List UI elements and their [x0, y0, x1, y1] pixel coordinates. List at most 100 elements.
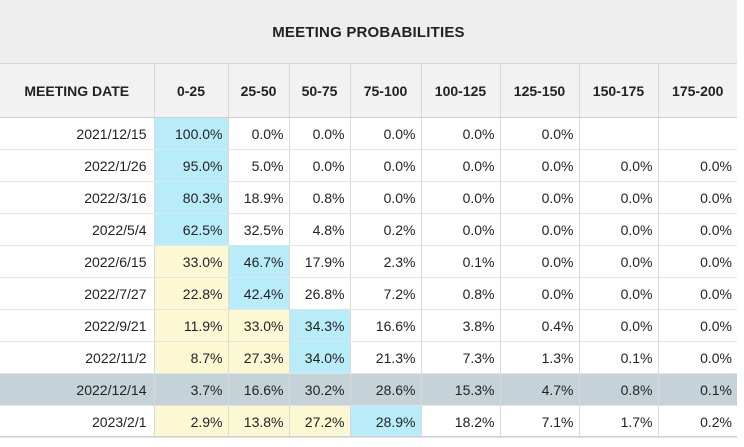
meeting-date-cell: 2023/2/1: [0, 405, 155, 438]
probability-cell: 95.0%: [154, 149, 229, 182]
table-row[interactable]: 2022/6/15 33.0% 46.7% 17.9% 2.3% 0.1% 0.0% 0.0%…: [0, 245, 737, 278]
probability-cell: 0.0%: [579, 277, 659, 310]
probability-cell: 0.0%: [500, 213, 580, 246]
table-row[interactable]: 2022/9/21 11.9% 33.0% 34.3% 16.6% 3.8% 0.4% 0.0…: [0, 309, 737, 342]
meeting-date-cell: 2022/1/26: [0, 149, 155, 182]
probability-cell: 22.8%: [154, 277, 229, 310]
meeting-date-cell: 2022/5/4: [0, 213, 155, 246]
probability-cell: 11.9%: [154, 309, 229, 342]
probability-cell: 34.0%: [289, 341, 351, 374]
meeting-date-cell: 2022/7/27: [0, 277, 155, 310]
probability-cell: 46.7%: [228, 245, 290, 278]
probability-cell: 80.3%: [154, 181, 229, 214]
probability-cell: 33.0%: [154, 245, 229, 278]
probability-cell: 8.7%: [154, 341, 229, 374]
probability-cell: 0.0%: [350, 181, 422, 214]
probability-cell: 0.0%: [421, 149, 501, 182]
probability-cell: 0.0%: [350, 117, 422, 150]
probability-cell: 2.3%: [350, 245, 422, 278]
probability-cell: 0.0%: [579, 181, 659, 214]
probability-cell: 0.0%: [421, 117, 501, 150]
column-header-0-25[interactable]: 0-25: [154, 64, 229, 118]
probability-cell: 7.1%: [500, 405, 580, 438]
probability-cell: 42.4%: [228, 277, 290, 310]
table-row[interactable]: 2022/7/27 22.8% 42.4% 26.8% 7.2% 0.8% 0.0% 0.0%…: [0, 277, 737, 310]
probability-cell: 13.8%: [228, 405, 290, 438]
table-row[interactable]: 2022/5/4 62.5% 32.5% 4.8% 0.2% 0.0% 0.0% 0.0% 0.…: [0, 213, 737, 246]
probability-cell: 28.6%: [350, 373, 422, 406]
probability-cell: 0.2%: [350, 213, 422, 246]
probability-cell: 30.2%: [289, 373, 351, 406]
probability-cell: 4.8%: [289, 213, 351, 246]
probability-cell: 26.8%: [289, 277, 351, 310]
column-header-125-150[interactable]: 125-150: [500, 64, 580, 118]
probability-cell: 1.7%: [579, 405, 659, 438]
probability-cell: 0.0%: [500, 277, 580, 310]
probability-cell: 3.8%: [421, 309, 501, 342]
probability-cell: 27.3%: [228, 341, 290, 374]
probability-cell: 0.0%: [658, 213, 737, 246]
probability-cell: 7.3%: [421, 341, 501, 374]
column-header-75-100[interactable]: 75-100: [350, 64, 422, 118]
probability-cell: 0.8%: [579, 373, 659, 406]
probability-cell: 28.9%: [350, 405, 422, 438]
probability-cell: 0.0%: [421, 181, 501, 214]
probability-cell: 0.0%: [500, 117, 580, 150]
probability-cell: 15.3%: [421, 373, 501, 406]
table-row[interactable]: 2022/3/16 80.3% 18.9% 0.8% 0.0% 0.0% 0.0% 0.0% 0…: [0, 181, 737, 214]
probability-cell: 62.5%: [154, 213, 229, 246]
probability-cell: 3.7%: [154, 373, 229, 406]
table-row[interactable]: 2021/12/15 100.0% 0.0% 0.0% 0.0% 0.0% 0.0%: [0, 117, 737, 150]
probability-cell: 0.1%: [421, 245, 501, 278]
probability-cell: 0.0%: [350, 149, 422, 182]
probability-cell: 0.0%: [500, 149, 580, 182]
probability-cell: 18.9%: [228, 181, 290, 214]
table-row[interactable]: 2022/11/2 8.7% 27.3% 34.0% 21.3% 7.3% 1.3% 0.1%…: [0, 341, 737, 374]
column-header-25-50[interactable]: 25-50: [228, 64, 290, 118]
probability-cell: [579, 117, 659, 150]
column-header-50-75[interactable]: 50-75: [289, 64, 351, 118]
meeting-date-cell: 2022/3/16: [0, 181, 155, 214]
probability-cell: 0.0%: [658, 309, 737, 342]
probability-cell: 21.3%: [350, 341, 422, 374]
probability-cell: 0.4%: [500, 309, 580, 342]
probability-cell: 0.1%: [658, 373, 737, 406]
probability-cell: 0.0%: [579, 213, 659, 246]
table-body: 2021/12/15 100.0% 0.0% 0.0% 0.0% 0.0% 0.0% 2022…: [0, 117, 737, 438]
probability-cell: 0.0%: [579, 309, 659, 342]
probability-cell: 0.0%: [289, 149, 351, 182]
probability-cell: 0.0%: [289, 117, 351, 150]
probability-cell: 0.0%: [579, 149, 659, 182]
meeting-date-cell: 2022/11/2: [0, 341, 155, 374]
meeting-date-cell: 2022/9/21: [0, 309, 155, 342]
probability-cell: 0.0%: [228, 117, 290, 150]
probability-cell: 0.8%: [421, 277, 501, 310]
header-row: MEETING DATE 0-25 25-50 50-75 75-100 100…: [0, 64, 737, 118]
probability-cell: 5.0%: [228, 149, 290, 182]
table-row[interactable]: 2022/1/26 95.0% 5.0% 0.0% 0.0% 0.0% 0.0% 0.0% 0.…: [0, 149, 737, 182]
probability-cell: 7.2%: [350, 277, 422, 310]
probability-cell: 0.2%: [658, 405, 737, 438]
probability-cell: 0.0%: [500, 245, 580, 278]
probability-cell: 27.2%: [289, 405, 351, 438]
probability-cell: 0.0%: [579, 245, 659, 278]
column-header-meeting-date[interactable]: MEETING DATE: [0, 64, 155, 118]
probability-cell: 2.9%: [154, 405, 229, 438]
column-header-100-125[interactable]: 100-125: [421, 64, 501, 118]
meeting-date-cell: 2022/6/15: [0, 245, 155, 278]
column-header-150-175[interactable]: 150-175: [579, 64, 659, 118]
table-row[interactable]: 2022/12/14 3.7% 16.6% 30.2% 28.6% 15.3% 4.7% 0.…: [0, 373, 737, 406]
probability-cell: 0.0%: [658, 277, 737, 310]
probability-cell: 0.0%: [658, 245, 737, 278]
probability-cell: 0.8%: [289, 181, 351, 214]
probability-cell: 1.3%: [500, 341, 580, 374]
probability-cell: 0.0%: [500, 181, 580, 214]
column-header-175-200[interactable]: 175-200: [658, 64, 737, 118]
probability-cell: 16.6%: [350, 309, 422, 342]
table-bottom-divider: [0, 436, 737, 437]
probability-cell: 18.2%: [421, 405, 501, 438]
meeting-date-cell: 2022/12/14: [0, 373, 155, 406]
probability-cell: 16.6%: [228, 373, 290, 406]
table-row[interactable]: 2023/2/1 2.9% 13.8% 27.2% 28.9% 18.2% 7.1% 1.7%…: [0, 405, 737, 438]
